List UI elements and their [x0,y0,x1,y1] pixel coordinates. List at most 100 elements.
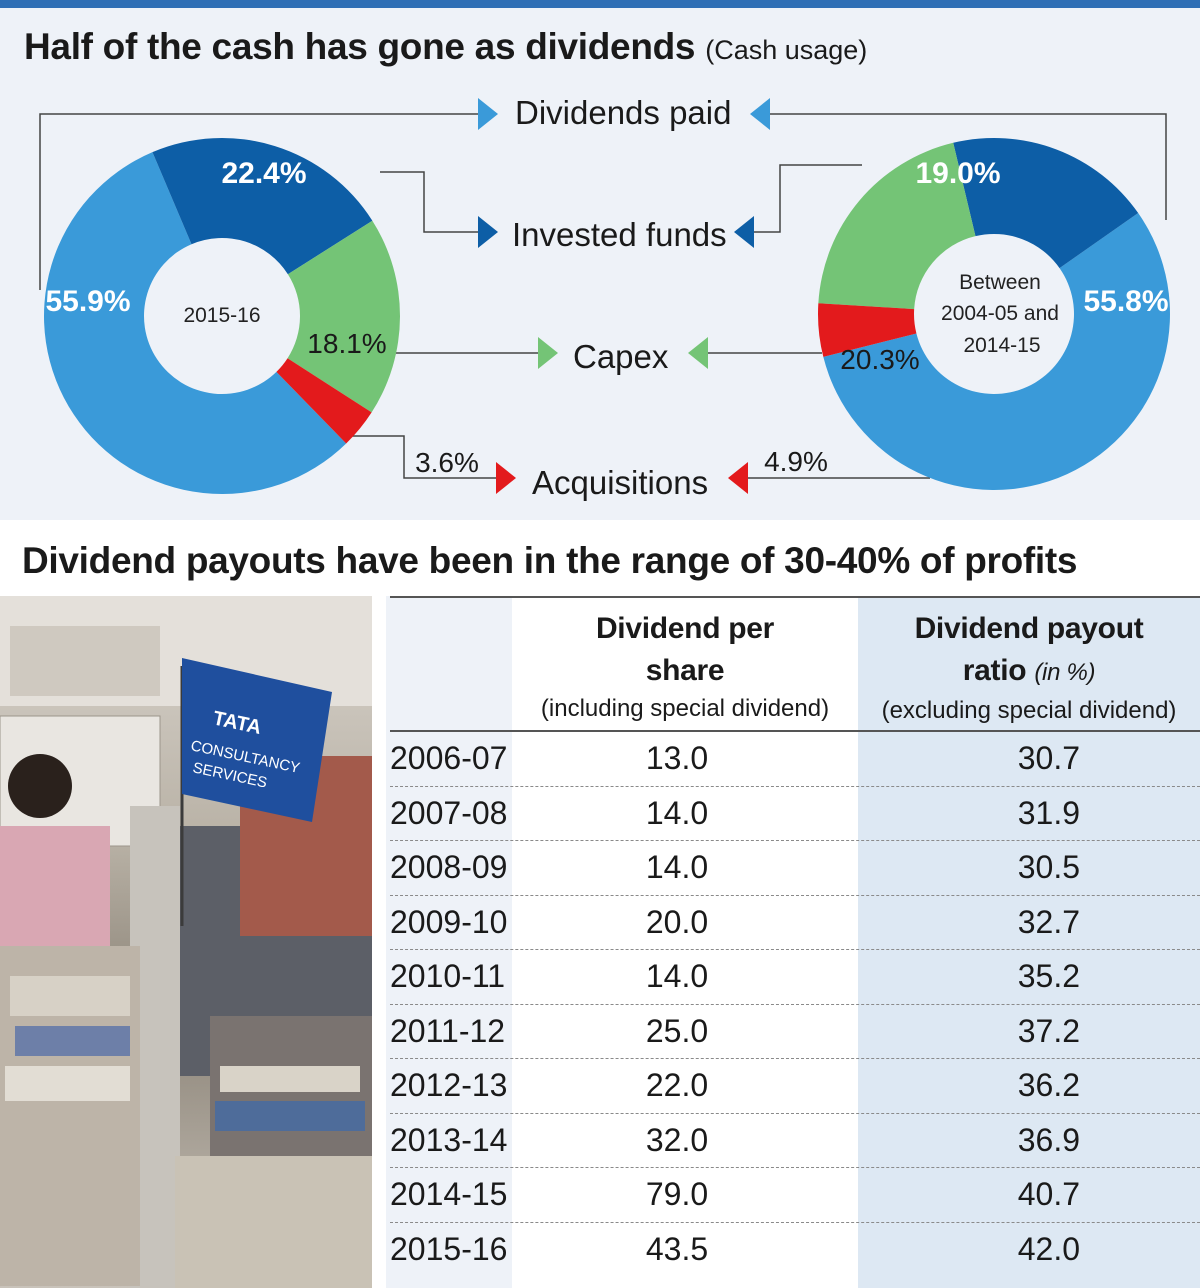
cash-usage-donut-charts: Dividends paid Invested funds Capex Acqu… [39,94,1170,501]
row-dps: 14.0 [645,794,709,831]
table-row: 2014-15 79.0 40.7 [390,1168,1200,1223]
row-dps: 79.0 [645,1176,709,1212]
segment-invested-2004-15 [953,138,1139,269]
table-row: 2012-13 22.0 36.2 [390,1059,1200,1114]
label-dividends-2015-16: 55.9% [45,285,130,318]
flow-connectors [39,113,1167,479]
segment-invested-2015-16 [152,138,373,275]
label-acquisitions-2004-15: 4.9% [764,446,828,477]
label-invested-2015-16: 22.4% [221,157,306,190]
segment-acquisitions-2015-16 [276,358,372,444]
cash-usage-subtitle: (Cash usage) [705,35,868,65]
connector-dividends-right [770,113,1167,220]
column-note-dps: (including special dividend) [540,695,830,722]
dividend-payout-table: Dividend per share (including special di… [386,596,1200,1288]
label-acquisitions-2015-16: 3.6% [415,447,479,478]
row-year: 2010-11 [390,958,506,994]
center-label-line2: 2004-05 and [941,302,1059,325]
segment-acquisitions-2004-15 [818,303,917,357]
flow-label-invested: Invested funds [512,216,727,253]
tcs-flag [182,658,332,822]
row-dps: 14.0 [645,958,709,994]
row-year: 2013-14 [390,1121,508,1158]
row-year: 2014-15 [390,1176,508,1212]
segment-capex-2004-15 [818,142,976,310]
label-capex-2015-16: 18.1% [307,328,386,359]
donut-2015-16: 2015-16 55.9% 22.4% 18.1% 3.6% [44,138,479,494]
row-ratio: 31.9 [1017,794,1080,831]
table-row: 2007-08 14.0 31.9 [390,787,1200,841]
cash-usage-title: Half of the cash has gone as dividends (… [24,26,867,68]
column-title-ratio: Dividend payout ratio (in %) [914,608,1144,694]
row-ratio: 36.2 [1017,1067,1080,1103]
arrow-capex-left [538,337,558,369]
flow-label-dividends: Dividends paid [515,94,731,131]
row-year: 2009-10 [390,903,508,940]
row-year: 2015-16 [390,1230,508,1267]
row-year: 2007-08 [390,794,508,831]
arrow-capex-right [688,337,708,369]
table-row: 2010-11 14.0 35.2 [390,950,1200,1005]
table-row: 2008-09 14.0 30.5 [390,841,1200,896]
row-ratio: 42.0 [1017,1230,1080,1267]
label-capex-2004-15: 20.3% [840,344,919,375]
column-unit-ratio: (in %) [1034,659,1096,686]
arrow-dividends-right [750,98,770,130]
row-ratio: 35.2 [1017,958,1080,994]
row-year: 2011-12 [390,1012,506,1049]
row-ratio: 37.2 [1017,1012,1080,1049]
row-dps: 32.0 [645,1121,709,1158]
center-label-line1: Between [959,271,1041,294]
column-title-dps: Dividend per share [595,612,775,687]
row-dps: 14.0 [645,849,709,885]
flow-arrows [478,98,770,494]
segment-dividends-2004-15 [823,213,1170,491]
connector-invested-right [752,164,862,233]
cash-usage-title-text: Half of the cash has gone as dividends [24,26,696,67]
table-row: 2015-16 43.5 42.0 [390,1223,1200,1278]
column-header-ratio: Dividend payout ratio (in %) (excluding … [858,608,1200,728]
column-note-ratio: (excluding special dividend) [881,697,1177,724]
ratio-column-bg [858,596,1200,1288]
arrow-dividends-left [478,98,498,130]
table-row: 2009-10 20.0 32.7 [390,896,1200,950]
arrow-invested-right [734,216,754,248]
table-header-rule [390,730,1200,732]
center-label-2015-16: 2015-16 [183,304,260,327]
connector-dividends-left [39,113,478,290]
row-ratio: 30.5 [1017,849,1080,885]
column-title-ratio-text: Dividend payout ratio [914,612,1144,687]
column-header-dps: Dividend per share (including special di… [512,608,858,726]
dps-column-bg [512,596,858,1288]
segment-dividends-2015-16 [44,152,347,494]
connector-acquisitions-left [348,435,496,479]
row-ratio: 32.7 [1017,903,1080,940]
year-column-bg [386,596,512,1288]
table-top-rule [390,596,1200,598]
table-row: 2013-14 32.0 36.9 [390,1114,1200,1168]
row-year: 2006-07 [390,740,508,776]
label-invested-2004-15: 19.0% [915,157,1000,190]
arrow-acquisitions-left [496,462,516,494]
row-ratio: 36.9 [1017,1121,1080,1158]
table-row: 2006-07 13.0 30.7 [390,732,1200,787]
top-rule [0,0,1200,8]
flow-label-acquisitions: Acquisitions [532,464,708,501]
row-ratio: 40.7 [1017,1176,1080,1212]
office-photo-illustration: TATA CONSULTANCY SERVICES [0,596,372,1288]
row-year: 2012-13 [390,1067,508,1103]
table-row: 2011-12 25.0 37.2 [390,1005,1200,1059]
row-year: 2008-09 [390,849,508,885]
label-dividends-2004-15: 55.8% [1083,285,1168,318]
arrow-acquisitions-right [728,462,748,494]
row-dps: 25.0 [645,1012,709,1049]
row-ratio: 30.7 [1017,740,1080,776]
row-dps: 13.0 [645,740,709,776]
connector-invested-left [380,171,480,233]
donut-2004-05-to-2014-15: Between 2004-05 and 2014-15 55.8% 19.0% … [764,138,1170,491]
payout-table-title: Dividend payouts have been in the range … [22,540,1078,581]
office-photo: TATA CONSULTANCY SERVICES [0,596,372,1288]
row-dps: 22.0 [645,1067,709,1103]
center-label-line3: 2014-15 [963,334,1040,357]
row-dps: 20.0 [645,903,709,940]
